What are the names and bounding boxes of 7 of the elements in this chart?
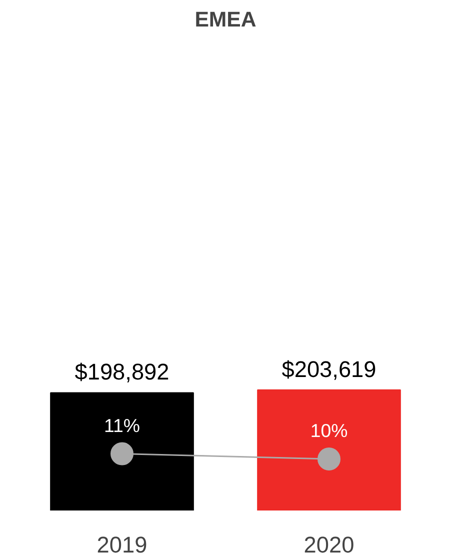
- data-label: 10%: [310, 420, 348, 441]
- chart-title: EMEA: [194, 8, 256, 32]
- data-label: 11%: [104, 414, 140, 436]
- data-label: $203,619: [282, 356, 376, 382]
- data-label: $198,892: [74, 358, 170, 385]
- x-tick-label: 2019: [96, 532, 148, 558]
- x-tick-label: 2020: [304, 532, 354, 558]
